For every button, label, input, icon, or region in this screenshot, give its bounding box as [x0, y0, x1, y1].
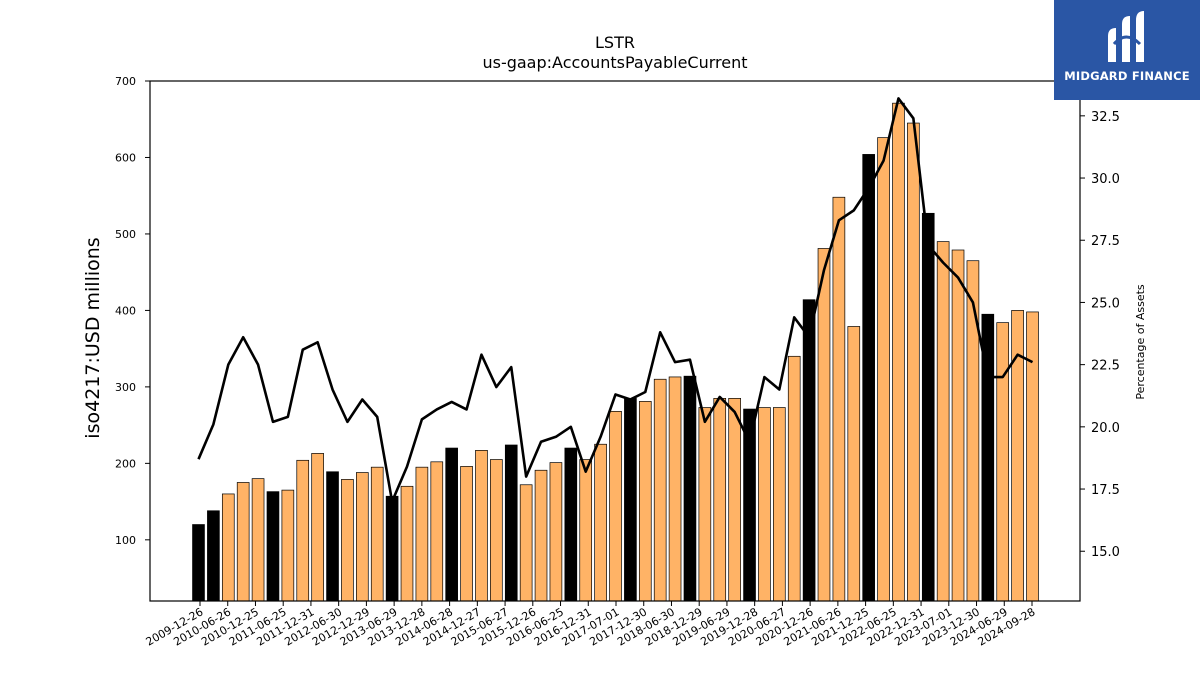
bar [385, 495, 399, 602]
bar [713, 398, 727, 602]
bar [564, 447, 578, 602]
bar [802, 299, 816, 602]
bar [594, 443, 607, 602]
bar [296, 459, 310, 602]
bar [251, 478, 265, 602]
bar [653, 378, 667, 602]
bar [266, 491, 280, 602]
y-tick-label: 300 [115, 381, 136, 394]
logo-banner: MIDGARD FINANCE [1054, 0, 1200, 100]
y2-tick-label: 32.5 [1091, 110, 1120, 125]
y2-axis-label: Percentage of Assets [1134, 284, 1147, 400]
bar [445, 447, 458, 602]
y2-tick-label: 25.0 [1091, 296, 1120, 311]
bar [787, 355, 801, 602]
bar [773, 407, 786, 602]
bar [221, 493, 235, 602]
y-tick-label: 500 [115, 228, 136, 241]
midgard-logo-icon [1108, 11, 1144, 62]
bar [668, 376, 682, 602]
bar [832, 196, 846, 602]
bar [415, 466, 429, 602]
bar [847, 326, 861, 602]
y2-axis: 15.0 17.5 20.0 22.5 25.0 27.5 30.0 32.5 [1080, 110, 1120, 560]
bar [549, 462, 563, 602]
y-axis: 100 200 300 400 500 600 700 [115, 75, 150, 547]
bar [728, 398, 741, 602]
y2-tick-label: 30.0 [1091, 172, 1120, 187]
bar [281, 489, 295, 602]
bar [490, 459, 503, 602]
chart-title: LSTR [595, 33, 635, 52]
bar [534, 469, 548, 602]
bar [1026, 311, 1039, 602]
logo-text: MIDGARD FINANCE [1064, 69, 1190, 83]
bar [936, 241, 950, 602]
bar [400, 485, 414, 602]
chart-subtitle: us-gaap:AccountsPayableCurrent [482, 53, 747, 72]
bar [504, 444, 518, 602]
y-tick-label: 100 [115, 534, 136, 547]
bar [519, 484, 533, 602]
y2-tick-label: 17.5 [1091, 483, 1120, 498]
line-series [197, 97, 1034, 503]
bar [236, 482, 250, 602]
bar [341, 479, 354, 602]
y2-tick-label: 22.5 [1091, 359, 1120, 374]
bar [609, 411, 622, 602]
bar [326, 471, 339, 602]
bar [817, 248, 831, 602]
bar [370, 466, 384, 602]
bar [192, 524, 205, 602]
bar [862, 154, 875, 602]
bar [892, 102, 905, 602]
y2-tick-label: 15.0 [1091, 545, 1120, 560]
y-tick-label: 700 [115, 75, 136, 88]
bar [921, 212, 935, 602]
y-tick-label: 200 [115, 457, 136, 470]
bar [311, 453, 324, 602]
bar [460, 466, 473, 602]
bar [907, 122, 920, 602]
plot-frame [149, 80, 1081, 602]
bar [579, 459, 593, 602]
bar [430, 461, 444, 602]
bar [758, 407, 771, 602]
y-tick-label: 600 [115, 151, 136, 164]
y2-tick-label: 27.5 [1091, 234, 1120, 249]
y-axis-label: iso4217:USD millions [82, 237, 104, 438]
y-tick-label: 400 [115, 304, 136, 317]
bar [698, 407, 712, 602]
bar [966, 260, 980, 602]
y2-tick-label: 20.0 [1091, 421, 1120, 436]
bar [683, 375, 697, 602]
bar [996, 322, 1010, 602]
bar [356, 472, 369, 602]
bar [624, 398, 637, 602]
bar [207, 510, 220, 602]
bar [951, 249, 965, 602]
bar-series [192, 102, 1039, 602]
x-axis: 2009-12-262010-06-262010-12-252011-06-25… [144, 601, 1038, 649]
bar [475, 450, 488, 602]
bar [877, 137, 890, 602]
percentage-line [197, 97, 1034, 503]
bar [638, 401, 652, 602]
